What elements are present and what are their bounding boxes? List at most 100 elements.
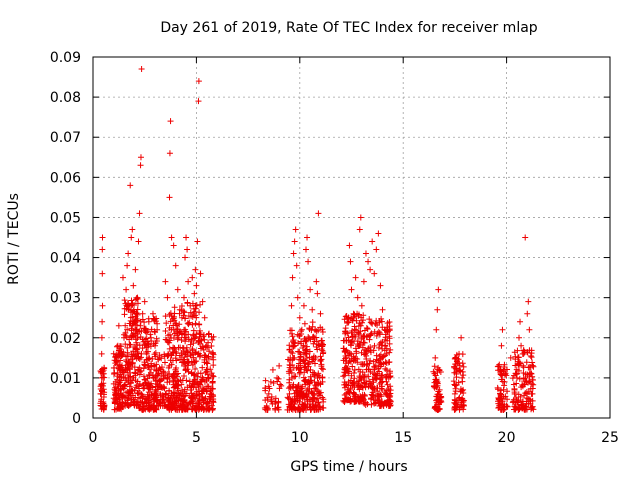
data-point [304, 396, 311, 403]
y-tick-label: 0.06 [50, 170, 81, 186]
data-point [363, 325, 370, 332]
data-point [132, 336, 139, 343]
data-point [122, 366, 129, 373]
data-point [128, 297, 135, 304]
data-point [342, 366, 349, 373]
data-point [187, 399, 194, 406]
data-point [294, 294, 301, 301]
data-point [162, 336, 169, 343]
data-point [188, 369, 195, 376]
data-point [343, 390, 350, 397]
data-point [122, 399, 129, 406]
data-point [116, 396, 123, 403]
data-point [460, 402, 467, 409]
data-point [269, 366, 276, 373]
data-point [193, 331, 200, 338]
data-point [510, 381, 517, 388]
data-point [374, 370, 381, 377]
data-point [136, 328, 143, 335]
data-point [141, 398, 148, 405]
data-point [349, 363, 356, 370]
data-point [196, 353, 203, 360]
data-point [289, 274, 296, 281]
data-point [195, 98, 202, 105]
x-tick-label: 10 [291, 430, 309, 446]
data-point [314, 290, 321, 297]
data-point [518, 342, 525, 349]
data-point [134, 294, 141, 301]
data-point [209, 336, 216, 343]
data-point [455, 395, 462, 402]
data-point [362, 402, 369, 409]
data-point [452, 388, 459, 395]
data-point [130, 282, 137, 289]
data-point [310, 398, 317, 405]
data-point [203, 406, 210, 413]
data-point [310, 392, 317, 399]
data-point [204, 371, 211, 378]
data-point [313, 278, 320, 285]
data-point [275, 406, 282, 413]
data-point [127, 314, 134, 321]
data-point [319, 329, 326, 336]
data-point [117, 404, 124, 411]
data-point [143, 335, 150, 342]
data-point [303, 343, 310, 350]
data-point [363, 366, 370, 373]
data-point [345, 334, 352, 341]
data-point [507, 354, 514, 361]
data-point [527, 352, 534, 359]
data-point [310, 385, 317, 392]
data-point [305, 385, 312, 392]
data-point [168, 234, 175, 241]
data-point [134, 300, 141, 307]
data-point [147, 334, 154, 341]
data-point [296, 370, 303, 377]
data-point [136, 342, 143, 349]
data-point [136, 405, 143, 412]
data-point [182, 351, 189, 358]
data-point [178, 314, 185, 321]
data-point [145, 343, 152, 350]
data-point [309, 319, 316, 326]
data-point [182, 254, 189, 261]
data-point [137, 154, 144, 161]
data-point [123, 377, 130, 384]
data-point [131, 398, 138, 405]
data-point [354, 359, 361, 366]
data-point [387, 392, 394, 399]
data-point [167, 310, 174, 317]
data-point [361, 361, 368, 368]
data-point [151, 392, 158, 399]
data-point [498, 342, 505, 349]
data-point [295, 360, 302, 367]
data-point [460, 397, 467, 404]
data-point [347, 386, 354, 393]
data-point [198, 396, 205, 403]
data-point [350, 310, 357, 317]
data-point [300, 342, 307, 349]
data-point [362, 384, 369, 391]
data-point [355, 330, 362, 337]
data-point [170, 315, 177, 322]
data-point [174, 329, 181, 336]
data-point [315, 210, 322, 217]
data-point [311, 334, 318, 341]
data-point [189, 395, 196, 402]
data-point [130, 348, 137, 355]
data-point [361, 372, 368, 379]
data-point [195, 398, 202, 405]
data-point [209, 372, 216, 379]
data-point [497, 366, 504, 373]
data-point [377, 339, 384, 346]
data-point [371, 328, 378, 335]
data-point [141, 361, 148, 368]
data-point [375, 344, 382, 351]
data-point [529, 359, 536, 366]
data-point [383, 350, 390, 357]
data-point [289, 383, 296, 390]
data-point [127, 392, 134, 399]
data-point [377, 331, 384, 338]
data-point [166, 324, 173, 331]
data-point [377, 351, 384, 358]
